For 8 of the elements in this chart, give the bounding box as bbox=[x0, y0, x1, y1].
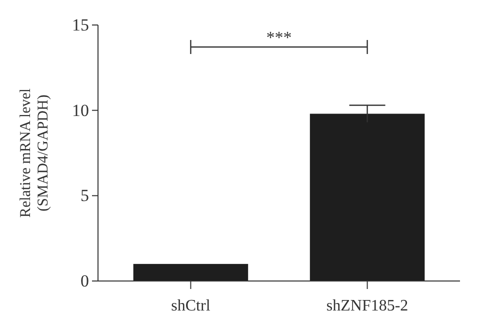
y-axis-title: Relative mRNA level (SMAD4/GAPDH) bbox=[18, 88, 52, 218]
y-tick-label: 10 bbox=[72, 100, 89, 120]
y-tick-label: 0 bbox=[80, 271, 89, 290]
y-tick-label: 15 bbox=[72, 15, 89, 34]
y-tick-label: 5 bbox=[80, 186, 89, 206]
annotation: *** bbox=[266, 28, 292, 47]
x-tick-label: shCtrl bbox=[171, 297, 211, 314]
x-tick-label: shZNF185-2 bbox=[326, 297, 408, 314]
